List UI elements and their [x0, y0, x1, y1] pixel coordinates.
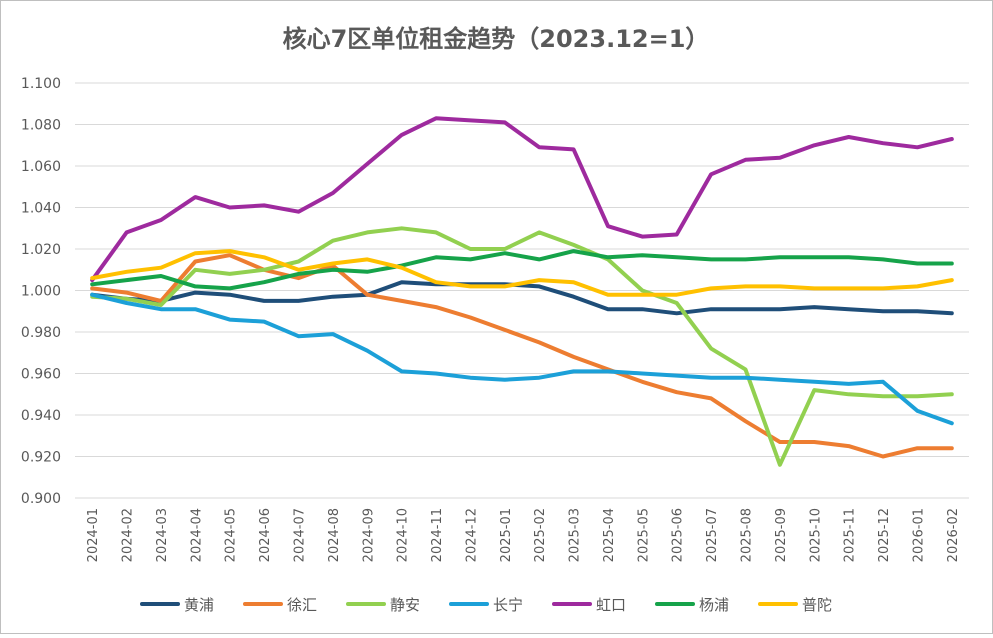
- series-line-静安: [90, 226, 954, 467]
- y-tick-label: 1.080: [21, 118, 61, 134]
- y-tick-label: 0.920: [21, 450, 61, 466]
- y-axis-ticks: 0.900 0.920 0.940 0.960 0.980 1.000 1.020 1.040…: [21, 76, 61, 507]
- x-tick-label: 2025-09: [774, 508, 789, 562]
- x-tick-label: 2024-03: [155, 508, 170, 562]
- x-tick-label: 2025-05: [636, 508, 651, 562]
- x-axis-ticks: 2024-01 2024-02 2024-03 2024-04 2024-05 2024-…: [86, 508, 961, 562]
- series-line-长宁: [90, 292, 954, 426]
- x-tick-label: 2024-07: [293, 508, 308, 562]
- x-tick-label: 2025-03: [568, 508, 583, 562]
- legend: 黄浦 徐汇 静安 长宁 虹口 杨浦 普陀: [140, 596, 832, 614]
- x-tick-label: 2024-02: [121, 508, 136, 562]
- x-tick-label: 2025-10: [808, 508, 823, 562]
- x-tick-label: 2025-02: [533, 508, 548, 562]
- y-tick-label: 1.060: [21, 159, 61, 175]
- x-tick-label: 2024-01: [86, 508, 101, 562]
- x-tick-label: 2026-02: [946, 508, 961, 562]
- x-tick-label: 2025-11: [843, 508, 858, 562]
- x-tick-label: 2024-05: [224, 508, 239, 562]
- y-tick-label: 1.000: [21, 284, 61, 300]
- legend-label: 杨浦: [699, 596, 729, 614]
- x-tick-label: 2024-11: [430, 508, 445, 562]
- legend-label: 长宁: [493, 596, 523, 614]
- chart-title: 核心7区单位租金趋势（2023.12=1）: [283, 25, 710, 53]
- legend-label: 徐汇: [287, 596, 317, 614]
- legend-label: 普陀: [802, 596, 832, 614]
- x-tick-label: 2025-07: [705, 508, 720, 562]
- legend-label: 静安: [390, 596, 420, 614]
- x-tick-label: 2025-12: [877, 508, 892, 562]
- gridlines: [75, 82, 969, 499]
- y-tick-label: 0.940: [21, 408, 61, 424]
- series-lines: [90, 116, 954, 467]
- y-tick-label: 1.020: [21, 242, 61, 258]
- y-tick-label: 1.040: [21, 201, 61, 217]
- series-line-徐汇: [90, 253, 954, 459]
- x-tick-label: 2025-06: [671, 508, 686, 562]
- x-tick-label: 2024-06: [258, 508, 273, 562]
- x-tick-label: 2025-01: [499, 508, 514, 562]
- x-tick-label: 2024-08: [327, 508, 342, 562]
- x-tick-label: 2024-12: [464, 508, 479, 562]
- y-tick-label: 1.100: [21, 76, 61, 92]
- series-line-虹口: [90, 116, 954, 283]
- y-tick-label: 0.960: [21, 367, 61, 383]
- legend-label: 虹口: [596, 596, 626, 614]
- series-line-普陀: [90, 249, 954, 297]
- y-tick-label: 0.900: [21, 491, 61, 507]
- x-tick-label: 2026-01: [911, 508, 926, 562]
- x-tick-label: 2025-04: [602, 508, 617, 562]
- y-tick-label: 0.980: [21, 325, 61, 341]
- series-line-杨浦: [90, 249, 954, 291]
- x-tick-label: 2024-10: [396, 508, 411, 562]
- x-tick-label: 2025-08: [740, 508, 755, 562]
- series-line-黄浦: [90, 280, 954, 316]
- x-tick-label: 2024-04: [189, 508, 204, 562]
- legend-label: 黄浦: [184, 596, 214, 614]
- x-tick-label: 2024-09: [361, 508, 376, 562]
